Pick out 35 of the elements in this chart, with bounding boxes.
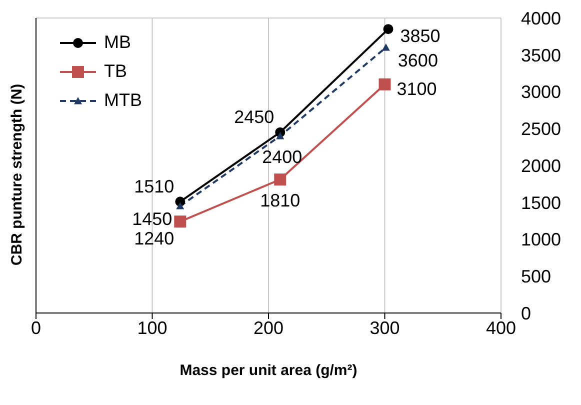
data-label: 1810 [260, 190, 300, 210]
x-tick-label: 200 [253, 318, 284, 338]
data-label: 3100 [396, 79, 437, 100]
x-tick-label: 100 [137, 318, 168, 338]
legend-label: MTB [104, 90, 142, 111]
data-label: 1510 [134, 176, 174, 196]
y-tick-label: 1000 [521, 230, 562, 250]
y-tick-label: 2500 [521, 119, 562, 140]
data-label: 3850 [400, 26, 440, 46]
point [276, 132, 284, 140]
y-tick-label: 3000 [521, 82, 562, 102]
point [378, 78, 391, 90]
x-tick-label: 400 [486, 318, 516, 338]
point [382, 44, 390, 51]
point [176, 202, 184, 210]
y-tick-label: 500 [521, 266, 552, 287]
data-label: 1450 [132, 208, 172, 229]
x-axis-title: Mass per unit area (g/m²) [180, 362, 358, 379]
x-tick-label: 300 [370, 318, 400, 338]
point [174, 216, 186, 228]
point [383, 24, 394, 34]
y-tick-label: 4000 [521, 8, 562, 28]
legend-label: TB [104, 61, 128, 82]
x-tick-label: 0 [30, 318, 42, 338]
data-label: 3600 [398, 50, 438, 70]
y-tick-label: 2000 [521, 156, 562, 176]
data-label: 1240 [134, 228, 174, 248]
data-label: 2450 [234, 107, 274, 128]
y-tick-label: 3500 [521, 45, 562, 66]
y-axis-title: CBR punture strength (N) [8, 84, 26, 266]
point [274, 174, 286, 186]
y-tick-label: 0 [521, 303, 532, 324]
data-label: 2400 [262, 146, 302, 167]
y-tick-label: 1500 [521, 192, 562, 213]
legend-label: MB [104, 32, 131, 53]
